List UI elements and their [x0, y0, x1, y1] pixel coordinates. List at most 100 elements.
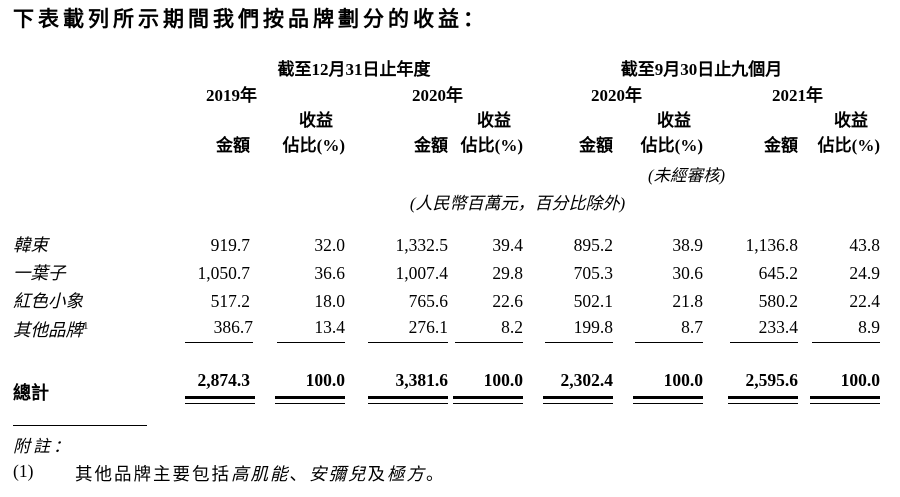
share-cell: 39.4 — [492, 235, 523, 255]
share-cell: 8.2 — [448, 314, 523, 343]
unaudited-note: (未經審核) — [648, 166, 725, 185]
double-rule — [453, 396, 523, 404]
empty-cell — [13, 132, 185, 158]
year-header-2021: 2021年 — [772, 86, 823, 105]
share-header-bottom: 佔比(%) — [640, 136, 703, 155]
share-cell: 29.8 — [492, 263, 523, 283]
footnotes-heading: 附註： — [13, 437, 73, 456]
share-cell: 21.8 — [672, 291, 703, 311]
total-row: 總計 2,874.3 100.0 3,381.6 100.0 2,302.4 1… — [13, 357, 880, 405]
empty-cell — [13, 82, 185, 108]
year-header-2019: 2019年 — [206, 86, 257, 105]
share-cell: 24.9 — [849, 263, 880, 283]
share-cell: 8.9 — [798, 314, 880, 343]
brand-label: 其他品牌1 — [13, 320, 89, 340]
share-cell: 13.4 — [250, 314, 345, 343]
empty-cell — [13, 186, 185, 214]
amount-header: 金額 — [414, 136, 448, 155]
amount-cell: 705.3 — [573, 263, 613, 283]
amount-cell: 919.7 — [210, 235, 250, 255]
total-share-cell: 100.0 — [448, 357, 523, 405]
currency-unit-note: (人民幣百萬元，百分比除外) — [409, 194, 626, 213]
empty-cell — [13, 158, 523, 186]
share-cell: 22.4 — [849, 291, 880, 311]
unaudited-note-cell: (未經審核) — [523, 158, 725, 186]
double-rule — [543, 396, 613, 404]
amount-cell: 580.2 — [758, 291, 798, 311]
share-cell: 8.7 — [613, 314, 703, 343]
group-header-annual: 截至12月31日止年度 — [277, 60, 431, 79]
double-rule — [728, 396, 798, 404]
share-cell: 36.6 — [314, 263, 345, 283]
revenue-by-brand-table: 截至12月31日止年度 截至9月30日止九個月 2019年 2020年 2020… — [13, 56, 880, 405]
total-share-cell: 100.0 — [613, 357, 703, 405]
year-header-2020-nine-months: 2020年 — [591, 86, 642, 105]
table-row-hongsexiaoxiang: 紅色小象 517.2 18.0 765.6 22.6 502.1 21.8 58… — [13, 286, 880, 314]
amount-cell: 502.1 — [573, 291, 613, 311]
total-label: 總計 — [13, 383, 49, 403]
year-header-2020-annual: 2020年 — [412, 86, 463, 105]
amount-cell: 765.6 — [408, 291, 448, 311]
share-cell: 43.8 — [849, 235, 880, 255]
table-row-hanshu: 韓束 919.7 32.0 1,332.5 39.4 895.2 38.9 1,… — [13, 230, 880, 258]
empty-cell — [185, 108, 250, 132]
brand-label: 一葉子 — [13, 263, 66, 283]
footnote-reference: 1 — [83, 320, 89, 333]
share-header-top: 收益 — [477, 111, 511, 130]
double-rule — [185, 396, 255, 404]
share-header-top: 收益 — [834, 111, 868, 130]
currency-unit-row: (人民幣百萬元，百分比除外) — [13, 186, 880, 214]
share-cell: 18.0 — [314, 291, 345, 311]
empty-cell — [13, 56, 185, 82]
group-header-row: 截至12月31日止年度 截至9月30日止九個月 — [13, 56, 880, 82]
total-amount-cell: 3,381.6 — [345, 357, 448, 405]
year-header-row: 2019年 2020年 2020年 2021年 — [13, 82, 880, 108]
empty-cell — [13, 108, 185, 132]
footnote-1: (1) 其他品牌主要包括高肌能、安彌兒及極方。 — [13, 461, 446, 486]
amount-header: 金額 — [216, 136, 250, 155]
share-header-bottom: 佔比(%) — [817, 136, 880, 155]
share-header-bottom: 佔比(%) — [282, 136, 345, 155]
amount-cell: 199.8 — [523, 314, 613, 343]
double-rule — [368, 396, 448, 404]
share-cell: 30.6 — [672, 263, 703, 283]
amount-cell: 1,332.5 — [395, 235, 449, 255]
amount-cell: 1,007.4 — [395, 263, 449, 283]
footnote-text: 其他品牌主要包括高肌能、安彌兒及極方。 — [75, 464, 446, 484]
footnote-divider — [13, 425, 147, 426]
table-row-yiyezi: 一葉子 1,050.7 36.6 1,007.4 29.8 705.3 30.6… — [13, 258, 880, 286]
table-row-other-brands: 其他品牌1 386.7 13.4 276.1 8.2 199.8 8.7 233… — [13, 314, 880, 343]
amount-header: 金額 — [579, 136, 613, 155]
total-amount-cell: 2,595.6 — [703, 357, 798, 405]
revenue-label-row: 收益 收益 收益 收益 — [13, 108, 880, 132]
amount-header: 金額 — [764, 136, 798, 155]
empty-cell — [703, 108, 798, 132]
amount-cell: 386.7 — [185, 314, 253, 343]
amount-cell: 1,136.8 — [745, 235, 799, 255]
total-share-cell: 100.0 — [250, 357, 345, 405]
footnote-marker: (1) — [13, 461, 34, 481]
empty-cell — [703, 158, 880, 186]
total-amount-cell: 2,874.3 — [185, 357, 255, 405]
currency-unit-cell: (人民幣百萬元，百分比除外) — [185, 186, 880, 214]
share-header-bottom: 佔比(%) — [460, 136, 523, 155]
brand-label: 韓束 — [13, 235, 48, 255]
empty-cell — [523, 108, 613, 132]
total-amount-cell: 2,302.4 — [523, 357, 613, 405]
page-title: 下表載列所示期間我們按品牌劃分的收益： — [13, 7, 488, 31]
share-cell: 32.0 — [314, 235, 345, 255]
spacer-row — [13, 343, 880, 357]
double-rule — [275, 396, 345, 404]
share-header-top: 收益 — [299, 111, 333, 130]
double-rule — [633, 396, 703, 404]
brand-label: 紅色小象 — [13, 291, 83, 311]
share-cell: 38.9 — [672, 235, 703, 255]
double-rule — [810, 396, 880, 404]
amount-cell: 895.2 — [573, 235, 613, 255]
amount-cell: 276.1 — [345, 314, 448, 343]
amount-cell: 645.2 — [758, 263, 798, 283]
total-share-cell: 100.0 — [798, 357, 880, 405]
share-header-top: 收益 — [657, 111, 691, 130]
spacer-row — [13, 214, 880, 230]
amount-cell: 1,050.7 — [197, 263, 251, 283]
